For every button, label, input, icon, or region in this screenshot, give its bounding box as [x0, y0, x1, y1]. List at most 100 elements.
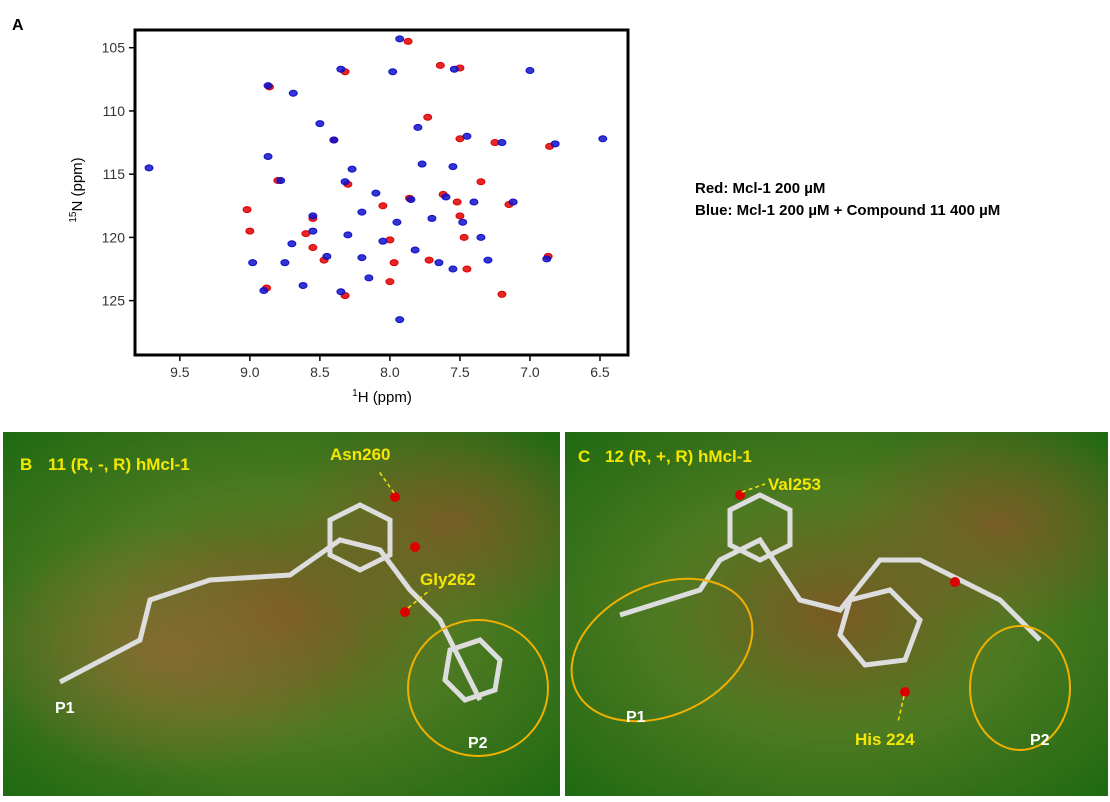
peak — [259, 287, 269, 295]
x-label: H (ppm) — [358, 389, 412, 406]
peak — [435, 61, 445, 69]
peak — [336, 288, 346, 296]
peak — [336, 65, 346, 73]
peak — [308, 212, 318, 220]
peak — [525, 66, 535, 74]
peak — [288, 89, 298, 97]
peak — [343, 231, 353, 239]
peak — [395, 35, 405, 43]
peak — [144, 164, 154, 172]
peak — [448, 163, 458, 171]
peak — [458, 218, 468, 226]
x-tick-label: 6.5 — [590, 364, 610, 380]
molecule — [58, 502, 503, 703]
pocket-label: P2 — [1030, 732, 1050, 749]
x-tick-label: 8.0 — [380, 364, 400, 380]
peak — [462, 132, 472, 140]
peak — [455, 212, 465, 220]
peak — [357, 208, 367, 216]
x-tick-label: 7.5 — [450, 364, 470, 380]
panel-b: B 11 (R, -, R) hMcl-1 Asn260 Gly262 P1 P… — [3, 432, 560, 796]
peak — [298, 281, 308, 289]
peak — [389, 259, 399, 267]
peak — [308, 244, 318, 252]
peak — [410, 246, 420, 254]
pocket-label: P1 — [55, 700, 75, 717]
peak — [413, 123, 423, 131]
legend-entry: Blue: Mcl-1 200 µM + Compound 11 400 µM — [695, 202, 1000, 219]
peak — [280, 259, 290, 267]
peak — [448, 265, 458, 273]
panel-label: B — [20, 455, 32, 474]
peak — [441, 193, 451, 201]
peak — [308, 227, 318, 235]
y-label-sup: 15 — [68, 211, 79, 223]
peak — [287, 240, 297, 248]
y-tick-label: 120 — [102, 229, 126, 245]
y-tick-label: 105 — [102, 40, 126, 56]
peak — [322, 252, 332, 260]
peak — [276, 176, 286, 184]
residue-label: His 224 — [855, 730, 915, 749]
x-tick-label: 7.0 — [520, 364, 540, 380]
residue-label: Val253 — [768, 475, 821, 494]
x-tick-label: 8.5 — [310, 364, 330, 380]
peak — [357, 254, 367, 262]
peak — [497, 139, 507, 147]
peak — [340, 178, 350, 186]
peak — [423, 113, 433, 121]
plot-frame — [133, 28, 630, 357]
peak — [371, 189, 381, 197]
peak — [378, 202, 388, 210]
panel-title: 11 (R, -, R) hMcl-1 — [48, 455, 190, 474]
peak — [263, 152, 273, 160]
peak — [427, 214, 437, 222]
y-axis-label: 15N (ppm) — [68, 157, 86, 222]
x-label-sup: 1 — [352, 388, 358, 399]
x-tick-label: 9.5 — [170, 364, 190, 380]
peak — [385, 278, 395, 286]
peak — [462, 265, 472, 273]
peak — [497, 290, 507, 298]
y-tick-label: 115 — [103, 166, 126, 182]
peak — [508, 198, 518, 206]
peak — [242, 206, 252, 214]
peak — [459, 233, 469, 241]
peak — [550, 140, 560, 148]
panel-c: C 12 (R, +, R) hMcl-1 Val253 His 224 P1 … — [565, 432, 1108, 796]
panel-label: C — [578, 447, 590, 466]
residue-label: Gly262 — [420, 570, 476, 589]
residue-label: Asn260 — [330, 445, 390, 464]
peak — [476, 233, 486, 241]
panel-label: A — [12, 17, 24, 34]
pocket-label: P2 — [468, 735, 488, 752]
peak — [542, 255, 552, 263]
peak — [424, 256, 434, 264]
peak — [406, 195, 416, 203]
peak — [395, 316, 405, 324]
peak — [469, 198, 479, 206]
peak — [403, 37, 413, 45]
peak — [392, 218, 402, 226]
peak — [434, 259, 444, 267]
peak — [449, 65, 459, 73]
molecule — [619, 492, 1042, 668]
peak — [598, 135, 608, 143]
peak — [329, 136, 339, 144]
x-axis-label: 1H (ppm) — [352, 388, 412, 406]
y-tick-label: 110 — [103, 103, 126, 119]
peak — [263, 82, 273, 90]
peak — [315, 120, 325, 128]
peak — [378, 237, 388, 245]
peak — [347, 165, 357, 173]
y-label: N (ppm) — [69, 157, 86, 211]
pocket-label: P1 — [626, 709, 646, 726]
legend-entry: Red: Mcl-1 200 µM — [695, 180, 825, 197]
x-tick-label: 9.0 — [240, 364, 260, 380]
peak — [388, 68, 398, 76]
peak — [417, 160, 427, 168]
peak — [483, 256, 493, 264]
peak — [452, 198, 462, 206]
peak — [245, 227, 255, 235]
